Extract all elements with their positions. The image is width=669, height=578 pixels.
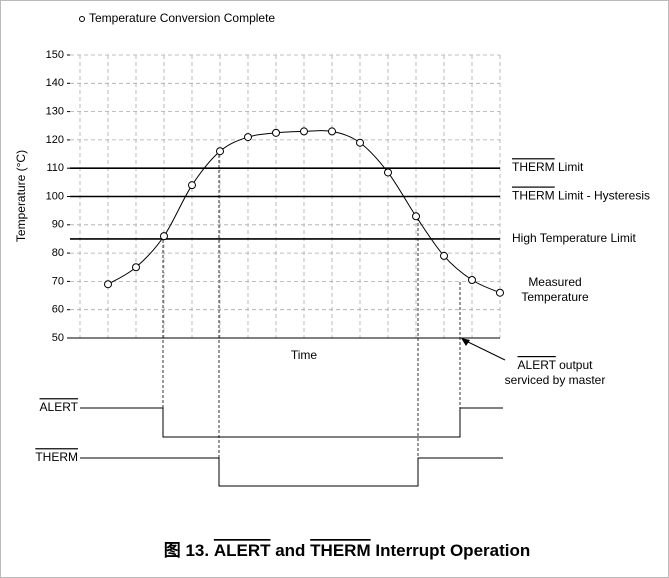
y-tick-label: 90 [52, 219, 64, 231]
signal-label: THERM [35, 450, 78, 464]
limit-label: THERM Limit [512, 160, 584, 174]
conversion-point [216, 147, 224, 156]
title-part: ALERT [214, 541, 271, 560]
series-label-line: Temperature [521, 290, 589, 304]
conversion-point [328, 127, 336, 136]
conversion-point [496, 288, 504, 297]
y-tick-label: 70 [52, 275, 64, 287]
legend-marker [79, 16, 85, 22]
y-tick-label: 150 [46, 49, 64, 61]
y-tick-label: 60 [52, 304, 64, 316]
title-part: 图 13. [164, 541, 214, 560]
annotation-text: output [556, 358, 593, 372]
y-tick-label: 140 [46, 77, 64, 89]
signal-label: ALERT [40, 400, 79, 414]
annotation: ALERT output [518, 358, 594, 372]
title-part: and [271, 541, 311, 560]
conversion-point [468, 275, 476, 284]
conversion-point [104, 280, 112, 289]
timing-guides [162, 150, 461, 486]
annotation-arrow [463, 339, 506, 361]
conversion-point [272, 128, 280, 137]
y-tick-label: 50 [52, 332, 64, 344]
limit-signal: THERM [512, 160, 555, 174]
y-axis-label: Temperature (°C) [14, 150, 28, 242]
conversion-point [188, 181, 196, 190]
arrow-head [461, 338, 470, 346]
conversion-point [244, 133, 252, 142]
waveforms [80, 407, 503, 487]
y-tick-label: 130 [46, 106, 64, 118]
legend: Temperature Conversion Complete [89, 11, 275, 25]
conversion-point [412, 212, 420, 221]
limit-text: Limit - Hysteresis [555, 189, 650, 203]
y-tick-label: 120 [46, 134, 64, 146]
conversion-point [160, 232, 168, 241]
title-part: Interrupt Operation [371, 541, 531, 560]
limit-label: High Temperature Limit [512, 231, 636, 245]
limit-label: THERM Limit - Hysteresis [512, 189, 650, 203]
limit-signal: THERM [512, 189, 555, 203]
y-tick-label: 110 [46, 162, 64, 174]
x-axis-label: Time [291, 348, 318, 362]
conversion-point [440, 251, 448, 260]
annotation: serviced by master [505, 373, 606, 387]
figure-title: 图 13. ALERT and THERM Interrupt Operatio… [164, 541, 531, 560]
series-label-line: Measured [528, 275, 581, 289]
series-label: Measured Temperature [521, 275, 589, 304]
y-tick-label: 100 [46, 190, 64, 202]
conversion-point [132, 263, 140, 272]
conversion-point [300, 127, 308, 136]
annotation-signal: ALERT [518, 358, 557, 372]
y-tick-label: 80 [52, 247, 64, 259]
conversion-point [384, 168, 392, 177]
limit-text: Limit [555, 160, 584, 174]
conversion-point [356, 138, 364, 147]
title-part: THERM [310, 541, 370, 560]
limit-text: High Temperature Limit [512, 231, 636, 245]
